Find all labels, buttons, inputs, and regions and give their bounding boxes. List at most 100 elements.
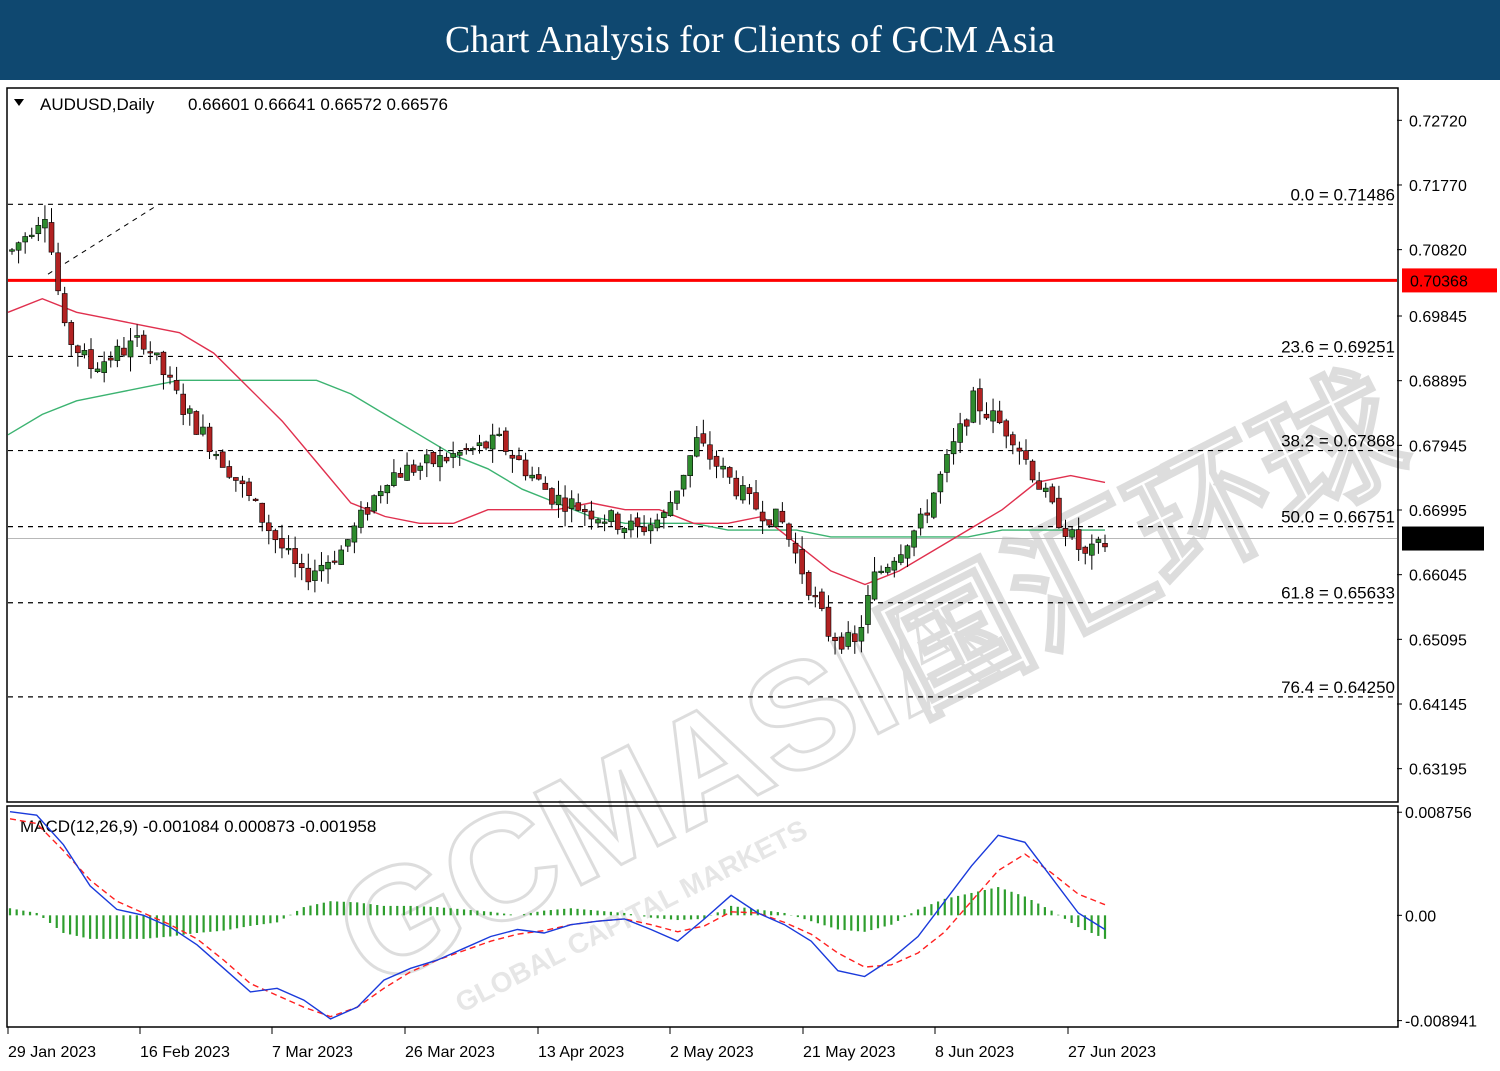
candle-bearish — [55, 252, 61, 292]
candle-bullish — [213, 453, 219, 457]
time-tick-label: 16 Feb 2023 — [140, 1044, 230, 1061]
price-tick-label: 0.68895 — [1409, 374, 1467, 391]
candle-bullish — [608, 510, 614, 523]
macd-tick-label: 0.008756 — [1405, 805, 1472, 822]
candle-bearish — [1036, 480, 1042, 490]
candle-bullish — [154, 352, 160, 356]
candle-bullish — [628, 520, 634, 531]
price-tick-label: 0.71770 — [1409, 178, 1467, 195]
candle-bullish — [555, 494, 562, 506]
symbol-label: AUDUSD,Daily — [40, 95, 155, 114]
price-tick-label: 0.64145 — [1409, 697, 1467, 714]
resistance-badge-label: 0.70368 — [1410, 273, 1468, 290]
candle-bearish — [265, 522, 272, 532]
candle-bullish — [680, 474, 687, 490]
candle-bearish — [298, 563, 305, 569]
candle-bearish — [805, 571, 812, 596]
candle-bullish — [871, 571, 878, 600]
price-axis: 0.72720 0.71770 0.70820 0.69845 0.68895 0.679… — [1397, 113, 1467, 779]
candle-bullish — [9, 249, 15, 252]
candle-bullish — [22, 236, 28, 243]
candle-bullish — [417, 465, 424, 471]
candle-bullish — [318, 564, 325, 572]
time-tick-label: 2 May 2023 — [670, 1044, 754, 1061]
candle-bearish — [160, 351, 167, 376]
candle-bearish — [443, 456, 450, 462]
candle-bullish — [404, 464, 410, 481]
candle-bearish — [167, 374, 173, 378]
price-tick-label: 0.69845 — [1409, 309, 1467, 326]
candle-bearish — [588, 510, 595, 520]
candle-bearish — [193, 411, 200, 435]
candle-bearish — [246, 481, 252, 496]
candle-bearish — [825, 606, 832, 637]
candle-bearish — [549, 488, 555, 505]
candle-bearish — [614, 513, 621, 530]
macd-signal-line — [9, 818, 1106, 1018]
candle-bullish — [345, 539, 351, 547]
candle-bearish — [410, 464, 417, 473]
candle-bullish — [884, 566, 891, 573]
price-tick-label: 0.72720 — [1409, 113, 1467, 130]
candle-bearish — [233, 477, 239, 481]
candle-bearish — [305, 567, 312, 583]
candle-bearish — [1010, 434, 1016, 446]
candle-bullish — [944, 454, 950, 473]
candle-bullish — [621, 528, 628, 533]
candle-bullish — [911, 530, 917, 548]
candle-bullish — [990, 410, 996, 422]
candle-bullish — [1089, 543, 1095, 556]
candlesticks — [9, 205, 1108, 655]
candle-bullish — [601, 521, 608, 524]
fib-level-label: 76.4 = 0.64250 — [1281, 678, 1395, 697]
candle-bearish — [140, 334, 147, 350]
candle-bullish — [772, 508, 779, 528]
candle-bullish — [937, 473, 944, 493]
candle-bearish — [1062, 528, 1069, 537]
candle-bearish — [726, 467, 733, 478]
macd-tick-label: -0.008941 — [1405, 1014, 1477, 1031]
banner-title: Chart Analysis for Clients of GCM Asia — [444, 19, 1056, 61]
candle-bullish — [720, 465, 726, 470]
candle-bearish — [61, 293, 68, 324]
candle-bearish — [107, 357, 114, 361]
candle-bearish — [522, 459, 529, 477]
candle-bearish — [147, 351, 154, 354]
candle-bullish — [568, 498, 575, 509]
candle-bullish — [917, 513, 924, 529]
candle-bullish — [476, 442, 483, 447]
candle-bearish — [996, 410, 1003, 424]
current-price-badge — [1402, 526, 1484, 551]
candle-bearish — [1049, 486, 1056, 503]
candle-bullish — [114, 345, 121, 361]
candle-bullish — [424, 454, 430, 464]
price-tick-label: 0.65095 — [1409, 632, 1467, 649]
candle-bearish — [634, 517, 641, 527]
candle-bullish — [437, 455, 443, 468]
fib-level-label: 0.0 = 0.71486 — [1291, 185, 1395, 204]
candle-bearish — [219, 451, 226, 468]
candle-bearish — [1075, 529, 1082, 550]
candle-bearish — [819, 591, 825, 609]
candle-bullish — [134, 335, 140, 338]
candle-bullish — [693, 437, 700, 457]
candle-bullish — [358, 509, 364, 528]
candle-bearish — [206, 426, 213, 453]
candle-bearish — [463, 448, 470, 451]
collapse-triangle-icon[interactable] — [14, 99, 24, 106]
time-tick-label: 8 Jun 2023 — [935, 1044, 1014, 1061]
fib-level-label: 50.0 = 0.66751 — [1281, 508, 1395, 527]
time-tick-label: 7 Mar 2023 — [272, 1044, 353, 1061]
price-tick-label: 0.66995 — [1409, 503, 1467, 520]
candle-bearish — [786, 523, 792, 540]
candle-bearish — [1016, 447, 1023, 452]
candle-bullish — [957, 423, 963, 443]
candle-bullish — [654, 519, 661, 529]
candle-bullish — [529, 474, 535, 479]
price-tick-label: 0.66045 — [1409, 568, 1467, 585]
candle-bearish — [977, 388, 983, 412]
candle-bearish — [746, 487, 753, 494]
candle-bullish — [127, 340, 134, 358]
candle-bullish — [325, 561, 331, 570]
